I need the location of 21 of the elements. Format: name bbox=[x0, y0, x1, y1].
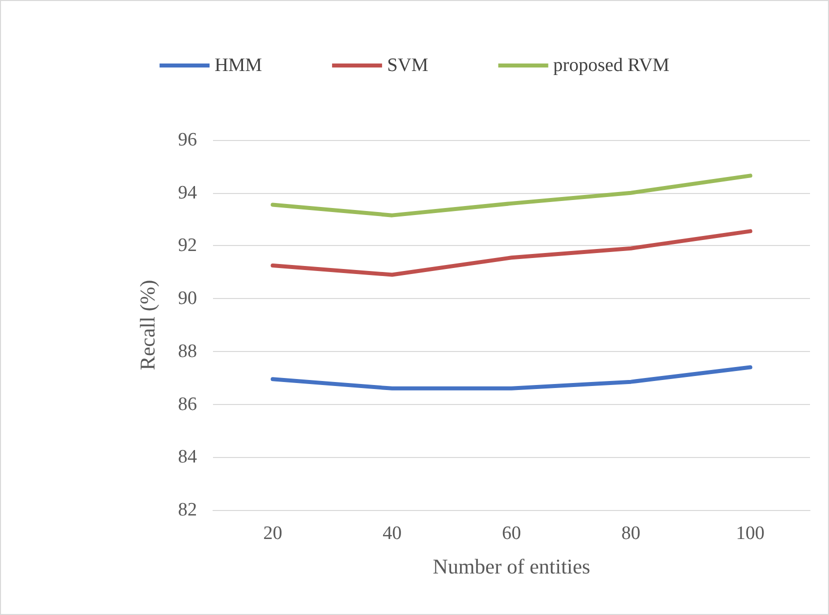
y-tick-label: 94 bbox=[178, 182, 198, 204]
x-tick-label: 80 bbox=[621, 523, 640, 544]
y-tick-label: 84 bbox=[178, 446, 198, 468]
y-tick-label: 96 bbox=[178, 130, 197, 150]
x-tick-label: 20 bbox=[263, 523, 282, 544]
y-tick-label: 90 bbox=[178, 288, 197, 310]
y-axis-title: Recall (%) bbox=[136, 280, 160, 370]
legend-label: HMM bbox=[214, 55, 262, 76]
line-series bbox=[270, 229, 752, 277]
legend-label: proposed RVM bbox=[553, 55, 670, 76]
x-tick-label: 100 bbox=[736, 523, 765, 544]
x-tick-label: 60 bbox=[502, 523, 521, 544]
y-tick-label: 86 bbox=[178, 394, 197, 415]
y-tick-label: 92 bbox=[178, 235, 197, 256]
legend-label: SVM bbox=[387, 55, 428, 76]
line-series bbox=[270, 365, 752, 390]
line-series bbox=[270, 174, 752, 218]
x-tick-label: 40 bbox=[382, 523, 402, 544]
y-tick-label: 82 bbox=[178, 500, 197, 520]
x-axis-title: Number of entities bbox=[432, 554, 590, 578]
y-tick-label: 88 bbox=[178, 340, 197, 362]
